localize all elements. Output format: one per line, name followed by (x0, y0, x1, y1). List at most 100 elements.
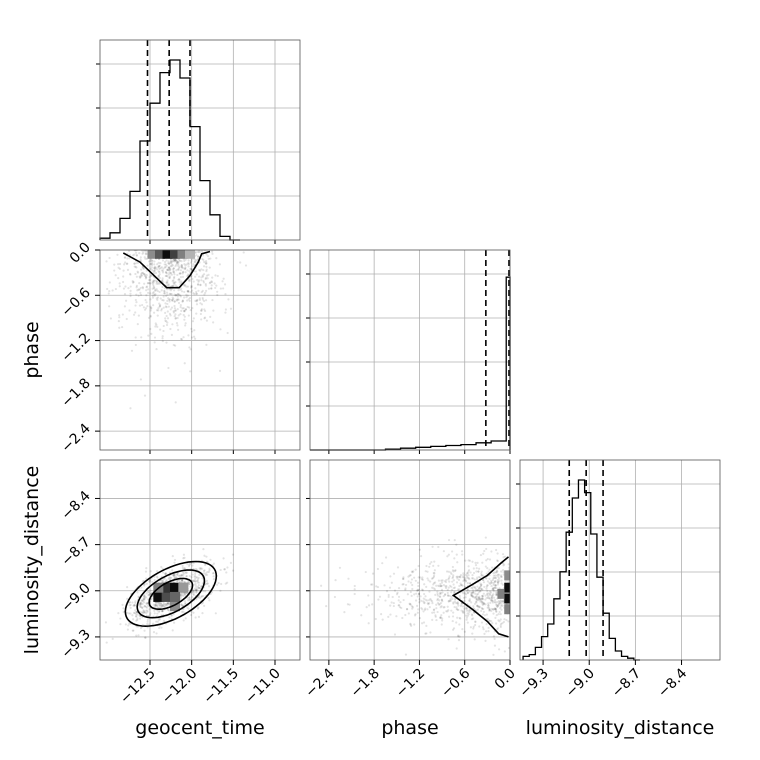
scatter-point-phase-vs-luminosity_distance-367 (353, 592, 356, 596)
scatter-point-geocent_time-vs-phase-464 (144, 275, 148, 278)
scatter-point-phase-vs-luminosity_distance-579 (507, 566, 510, 569)
scatter-point-phase-vs-luminosity_distance-120 (447, 600, 450, 603)
scatter-point-geocent_time-vs-phase-618 (183, 315, 186, 318)
scatter-point-geocent_time-vs-phase-590 (213, 282, 216, 285)
scatter-point-geocent_time-vs-phase-35 (181, 299, 185, 302)
scatter-point-geocent_time-vs-phase-212 (135, 254, 138, 257)
scatter-point-geocent_time-vs-luminosity_distance-581 (180, 579, 184, 582)
scatter-point-geocent_time-vs-phase-82 (168, 276, 171, 279)
scatter-point-phase-vs-luminosity_distance-441 (411, 571, 414, 574)
scatter-point-geocent_time-vs-phase-504 (179, 295, 182, 298)
panel-frame-geocent_time-vs-luminosity_distance (99, 459, 301, 661)
scatter-point-geocent_time-vs-phase-332 (152, 304, 155, 307)
scatter-point-geocent_time-vs-phase-862 (144, 257, 147, 260)
scatter-point-geocent_time-vs-luminosity_distance-136 (190, 613, 193, 617)
scatter-point-geocent_time-vs-phase-841 (182, 336, 185, 339)
scatter-point-phase-vs-luminosity_distance-750 (396, 591, 399, 595)
scatter-point-phase-vs-luminosity_distance-748 (411, 587, 414, 591)
scatter-point-geocent_time-vs-phase-435 (121, 313, 124, 316)
scatter-point-geocent_time-vs-luminosity_distance-879 (204, 564, 207, 567)
scatter-point-geocent_time-vs-phase-45 (180, 264, 183, 267)
scatter-point-geocent_time-vs-phase-658 (185, 295, 188, 299)
scatter-point-geocent_time-vs-phase-217 (166, 317, 170, 320)
scatter-point-phase-vs-luminosity_distance-228 (452, 586, 455, 590)
scatter-point-geocent_time-vs-phase-811 (192, 292, 195, 295)
scatter-point-geocent_time-vs-phase-244 (172, 259, 175, 262)
scatter-point-geocent_time-vs-luminosity_distance-200 (184, 570, 187, 574)
scatter-point-phase-vs-luminosity_distance-387 (450, 591, 453, 594)
scatter-point-geocent_time-vs-phase-448 (121, 325, 124, 329)
scatter-point-geocent_time-vs-phase-202 (177, 278, 180, 281)
scatter-point-geocent_time-vs-phase-571 (153, 287, 156, 290)
scatter-point-phase-vs-luminosity_distance-40 (475, 601, 478, 604)
scatter-point-geocent_time-vs-phase-796 (181, 270, 185, 273)
scatter-point-geocent_time-vs-phase-155 (142, 267, 145, 270)
scatter-point-phase-vs-luminosity_distance-18 (472, 577, 475, 580)
scatter-point-phase-vs-luminosity_distance-815 (414, 579, 417, 582)
scatter-point-geocent_time-vs-luminosity_distance-398 (138, 614, 141, 617)
scatter-point-geocent_time-vs-luminosity_distance-236 (142, 610, 146, 613)
scatter-point-phase-vs-luminosity_distance-347 (487, 604, 490, 607)
scatter-point-phase-vs-luminosity_distance-130 (415, 589, 419, 592)
scatter-point-geocent_time-vs-phase-201 (169, 308, 172, 311)
scatter-point-geocent_time-vs-luminosity_distance-723 (181, 571, 185, 574)
scatter-point-phase-vs-luminosity_distance-209 (457, 608, 460, 612)
density-cell-phase-vs-luminosity_distance-2 (504, 604, 510, 615)
scatter-point-geocent_time-vs-phase-126 (108, 305, 111, 308)
scatter-point-phase-vs-luminosity_distance-878 (474, 620, 477, 624)
scatter-point-phase-vs-luminosity_distance-521 (446, 610, 449, 613)
scatter-point-phase-vs-luminosity_distance-88 (494, 616, 497, 619)
tick-label-x-geocent_time-2: −11.5 (201, 666, 243, 708)
panel-frame-hist-luminosity_distance (519, 459, 721, 661)
scatter-point-geocent_time-vs-phase-891 (229, 307, 233, 310)
scatter-point-geocent_time-vs-phase-543 (186, 285, 190, 288)
scatter-point-geocent_time-vs-luminosity_distance-507 (193, 575, 196, 579)
scatter-point-geocent_time-vs-luminosity_distance-815 (146, 590, 150, 593)
density-cell-geocent_time-vs-luminosity_distance-4 (170, 601, 180, 612)
scatter-point-geocent_time-vs-luminosity_distance-880 (142, 598, 146, 601)
scatter-point-geocent_time-vs-luminosity_distance-841 (160, 603, 163, 606)
scatter-point-geocent_time-vs-phase-832 (154, 271, 158, 275)
scatter-point-geocent_time-vs-luminosity_distance-627 (158, 601, 161, 605)
scatter-point-phase-vs-luminosity_distance-426 (459, 576, 462, 579)
scatter-point-phase-vs-luminosity_distance-319 (480, 572, 483, 575)
scatter-point-phase-vs-luminosity_distance-233 (428, 562, 432, 565)
scatter-point-geocent_time-vs-phase-77 (173, 315, 176, 318)
scatter-point-geocent_time-vs-phase-397 (167, 262, 171, 265)
scatter-point-phase-vs-luminosity_distance-692 (439, 593, 442, 596)
scatter-point-geocent_time-vs-luminosity_distance-285 (163, 605, 166, 608)
scatter-point-geocent_time-vs-luminosity_distance-573 (148, 613, 152, 617)
scatter-point-geocent_time-vs-phase-474 (154, 289, 157, 292)
scatter-point-geocent_time-vs-phase-894 (168, 267, 172, 270)
scatter-point-geocent_time-vs-luminosity_distance-378 (184, 617, 187, 620)
scatter-point-geocent_time-vs-phase-197 (183, 318, 186, 321)
scatter-point-phase-vs-luminosity_distance-184 (466, 612, 469, 615)
scatter-point-geocent_time-vs-luminosity_distance-269 (205, 555, 208, 558)
scatter-point-phase-vs-luminosity_distance-106 (496, 578, 499, 582)
scatter-point-geocent_time-vs-phase-706 (158, 264, 161, 268)
scatter-point-geocent_time-vs-phase-822 (198, 250, 202, 253)
scatter-point-geocent_time-vs-phase-108 (177, 289, 180, 292)
scatter-point-geocent_time-vs-phase-799 (195, 253, 198, 257)
scatter-point-geocent_time-vs-phase-11 (179, 313, 182, 316)
scatter-point-geocent_time-vs-phase-195 (167, 260, 170, 263)
scatter-point-phase-vs-luminosity_distance-565 (492, 635, 496, 638)
scatter-point-phase-vs-luminosity_distance-488 (464, 579, 468, 582)
scatter-point-phase-vs-luminosity_distance-4 (464, 580, 467, 583)
scatter-point-phase-vs-luminosity_distance-836 (479, 576, 482, 579)
scatter-point-geocent_time-vs-luminosity_distance-862 (150, 598, 153, 601)
scatter-point-phase-vs-luminosity_distance-38 (397, 604, 400, 607)
scatter-point-geocent_time-vs-luminosity_distance-422 (143, 584, 146, 587)
scatter-point-geocent_time-vs-phase-784 (140, 268, 143, 271)
scatter-point-geocent_time-vs-phase-648 (189, 348, 192, 351)
scatter-point-geocent_time-vs-luminosity_distance-799 (191, 595, 194, 599)
scatter-point-geocent_time-vs-phase-419 (186, 305, 189, 309)
scatter-point-geocent_time-vs-luminosity_distance-782 (194, 580, 197, 583)
scatter-point-geocent_time-vs-phase-71 (167, 283, 170, 286)
scatter-point-geocent_time-vs-luminosity_distance-177 (211, 572, 215, 575)
scatter-point-geocent_time-vs-phase-310 (173, 281, 176, 284)
scatter-point-geocent_time-vs-luminosity_distance-736 (229, 561, 233, 564)
scatter-point-phase-vs-luminosity_distance-698 (504, 580, 507, 583)
scatter-point-phase-vs-luminosity_distance-467 (481, 594, 484, 597)
scatter-point-geocent_time-vs-phase-701 (167, 262, 170, 265)
